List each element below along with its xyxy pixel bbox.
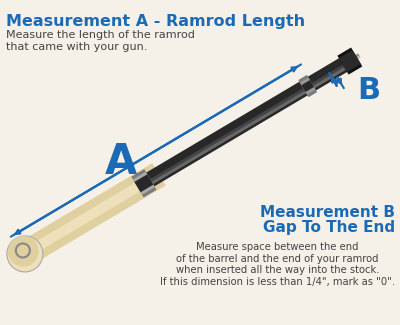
Text: Measure space between the end
of the barrel and the end of your ramrod
when inse: Measure space between the end of the bar… (160, 242, 395, 287)
Polygon shape (7, 163, 166, 272)
Text: A: A (104, 141, 137, 183)
Polygon shape (301, 80, 314, 92)
Polygon shape (142, 58, 354, 187)
Polygon shape (10, 54, 359, 262)
Polygon shape (10, 53, 360, 264)
Text: Measurement B: Measurement B (260, 205, 395, 220)
Polygon shape (138, 52, 357, 191)
Polygon shape (133, 172, 155, 195)
Circle shape (7, 236, 43, 272)
Text: B: B (357, 76, 380, 105)
Text: Measure the length of the ramrod
that came with your gun.: Measure the length of the ramrod that ca… (6, 30, 195, 52)
Text: Measurement A - Ramrod Length: Measurement A - Ramrod Length (6, 14, 305, 29)
Polygon shape (298, 75, 317, 97)
Polygon shape (131, 169, 156, 197)
Polygon shape (142, 59, 356, 189)
Polygon shape (11, 170, 162, 265)
Polygon shape (134, 174, 154, 192)
Polygon shape (300, 77, 316, 95)
Text: Gap To The End: Gap To The End (263, 220, 395, 235)
Circle shape (8, 236, 39, 266)
Polygon shape (339, 50, 361, 72)
Polygon shape (337, 47, 362, 75)
